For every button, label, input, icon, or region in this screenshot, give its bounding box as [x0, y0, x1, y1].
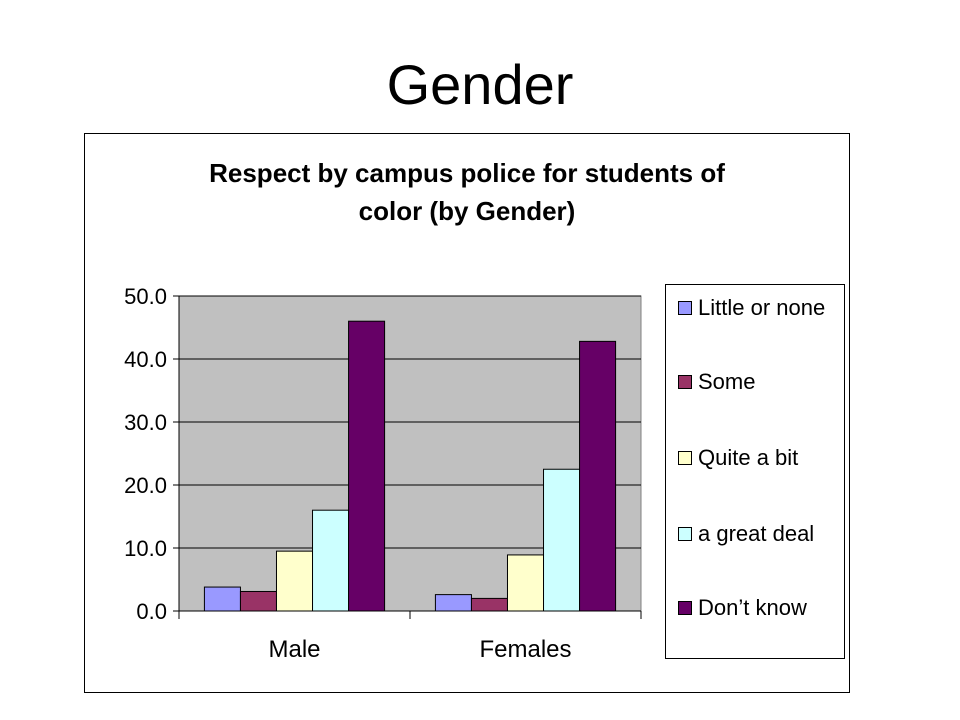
bar-male-1 — [239, 590, 277, 612]
legend-label: Quite a bit — [698, 445, 799, 470]
x-category-label: Females — [479, 636, 571, 663]
y-tick-label: 0.0 — [136, 599, 167, 624]
legend-label: Little or none — [698, 295, 826, 320]
bar-male-2 — [275, 550, 314, 612]
bar-male-0 — [203, 586, 241, 612]
x-category-label: Male — [268, 636, 320, 663]
y-tick-label: 40.0 — [124, 347, 167, 372]
legend-swatch — [678, 375, 692, 389]
bar-females-0 — [434, 594, 472, 612]
y-tick-label: 20.0 — [124, 473, 167, 498]
bar-male-3 — [312, 509, 350, 612]
legend-label: a great deal — [698, 521, 815, 546]
bar-male-4 — [348, 320, 386, 612]
chart-title-line-2: color (by Gender) — [358, 196, 576, 226]
chart-frame: Respect by campus police for students of… — [84, 133, 850, 693]
slide-title: Gender — [386, 53, 574, 116]
bar-chart: 0.0 10.0 20.0 30.0 40.0 50.0 Male Females — [124, 284, 642, 663]
bar-females-3 — [543, 468, 581, 612]
legend-label: Some — [698, 369, 756, 394]
bar-females-1 — [470, 597, 508, 612]
legend-swatch — [678, 301, 692, 315]
legend-swatch — [678, 527, 692, 541]
legend-label: Don’t know — [698, 595, 807, 620]
y-tick-label: 50.0 — [124, 284, 167, 309]
bar-females-2 — [506, 554, 545, 612]
legend: Little or none Some Quite a bit a great … — [665, 284, 845, 659]
chart-title: Respect by campus police for students of… — [85, 154, 849, 230]
bar-females-4 — [579, 340, 617, 612]
legend-swatch — [678, 601, 692, 615]
chart-title-line-1: Respect by campus police for students of — [209, 158, 725, 188]
y-tick-label: 30.0 — [124, 410, 167, 435]
y-tick-label: 10.0 — [124, 536, 167, 561]
legend-swatch — [678, 451, 692, 465]
